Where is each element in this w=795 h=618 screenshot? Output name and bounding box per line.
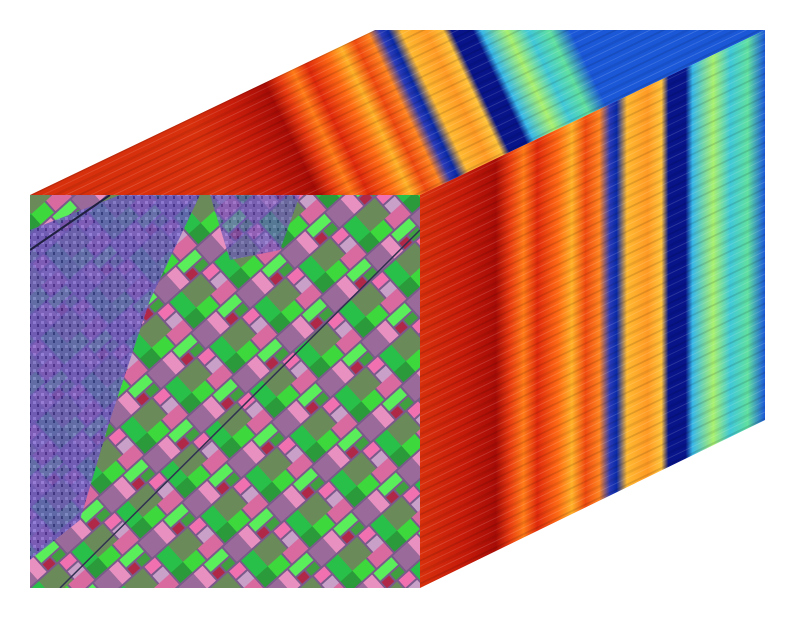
- road: [30, 195, 111, 251]
- top-face-texture: [30, 30, 765, 195]
- urban-area: [210, 195, 300, 260]
- front-face: [30, 195, 420, 588]
- right-face-texture: [420, 30, 765, 588]
- urban-area: [30, 195, 200, 560]
- road: [59, 229, 420, 588]
